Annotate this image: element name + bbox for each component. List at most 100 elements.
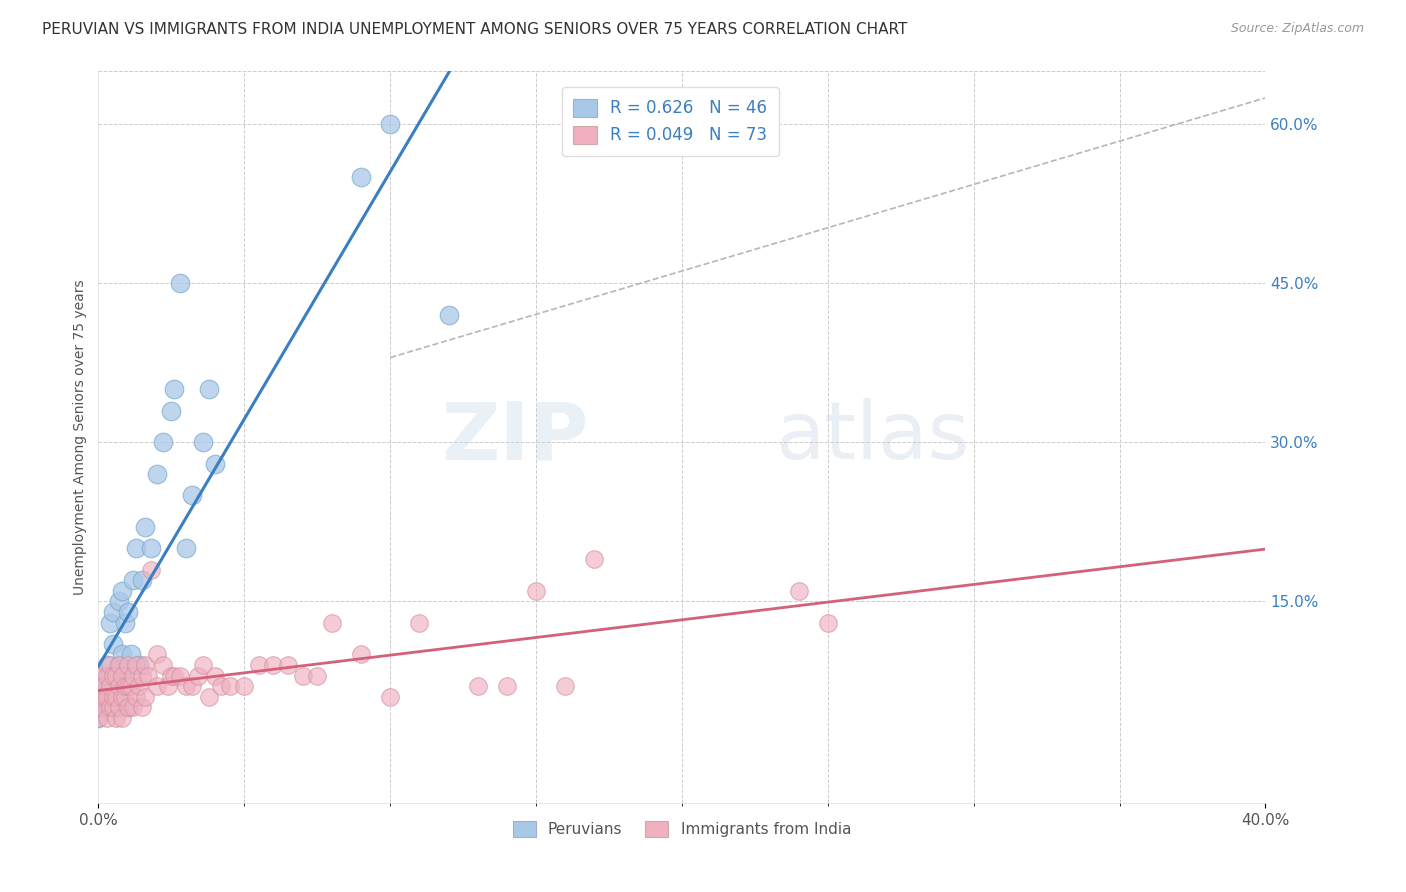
Point xyxy=(437,308,460,322)
Legend: Peruvians, Immigrants from India: Peruvians, Immigrants from India xyxy=(503,812,860,847)
Point xyxy=(262,658,284,673)
Point xyxy=(96,690,118,704)
Point xyxy=(117,605,139,619)
Point xyxy=(98,679,121,693)
Point xyxy=(111,668,134,682)
Point xyxy=(96,679,118,693)
Point xyxy=(524,583,547,598)
Point xyxy=(117,679,139,693)
Point xyxy=(111,648,134,662)
Point xyxy=(131,573,153,587)
Point xyxy=(87,668,110,682)
Point xyxy=(380,117,402,131)
Point xyxy=(101,605,124,619)
Point xyxy=(101,700,124,714)
Point xyxy=(128,679,150,693)
Point xyxy=(209,679,232,693)
Point xyxy=(169,668,191,682)
Point xyxy=(131,700,153,714)
Point xyxy=(117,700,139,714)
Point xyxy=(104,690,127,704)
Point xyxy=(380,690,402,704)
Point xyxy=(277,658,299,673)
Point xyxy=(114,690,136,704)
Point xyxy=(180,679,202,693)
Point xyxy=(467,679,489,693)
Point xyxy=(120,648,142,662)
Point xyxy=(111,690,134,704)
Point xyxy=(111,690,134,704)
Point xyxy=(160,403,183,417)
Point xyxy=(583,552,606,566)
Point xyxy=(174,541,197,556)
Point xyxy=(787,583,810,598)
Point xyxy=(93,690,115,704)
Point xyxy=(198,383,221,397)
Point xyxy=(114,615,136,630)
Point xyxy=(120,679,142,693)
Point xyxy=(108,658,131,673)
Point xyxy=(104,668,127,682)
Point xyxy=(146,679,169,693)
Point xyxy=(90,700,112,714)
Point xyxy=(104,700,127,714)
Point xyxy=(114,679,136,693)
Point xyxy=(139,541,162,556)
Point xyxy=(131,668,153,682)
Point xyxy=(98,668,121,682)
Point xyxy=(163,668,186,682)
Point xyxy=(125,541,148,556)
Point xyxy=(204,457,226,471)
Point xyxy=(350,170,373,185)
Point xyxy=(247,658,270,673)
Y-axis label: Unemployment Among Seniors over 75 years: Unemployment Among Seniors over 75 years xyxy=(73,279,87,595)
Point xyxy=(139,563,162,577)
Point xyxy=(350,648,373,662)
Point xyxy=(101,668,124,682)
Point xyxy=(136,668,159,682)
Point xyxy=(122,700,145,714)
Point xyxy=(108,658,131,673)
Point xyxy=(111,583,134,598)
Point xyxy=(93,679,115,693)
Point xyxy=(169,277,191,291)
Point xyxy=(96,711,118,725)
Point xyxy=(104,668,127,682)
Text: Source: ZipAtlas.com: Source: ZipAtlas.com xyxy=(1230,22,1364,36)
Point xyxy=(134,690,156,704)
Point xyxy=(554,679,576,693)
Point xyxy=(193,435,215,450)
Point xyxy=(111,711,134,725)
Point xyxy=(87,690,110,704)
Point xyxy=(817,615,839,630)
Point xyxy=(307,668,329,682)
Point xyxy=(96,658,118,673)
Point xyxy=(87,711,110,725)
Point xyxy=(187,668,209,682)
Point xyxy=(152,658,174,673)
Point xyxy=(218,679,240,693)
Point xyxy=(204,668,226,682)
Point xyxy=(117,700,139,714)
Point xyxy=(98,690,121,704)
Point xyxy=(101,637,124,651)
Point xyxy=(291,668,314,682)
Point xyxy=(163,383,186,397)
Point xyxy=(93,679,115,693)
Point xyxy=(98,658,121,673)
Point xyxy=(108,679,131,693)
Point xyxy=(233,679,256,693)
Point xyxy=(174,679,197,693)
Point xyxy=(134,520,156,534)
Point xyxy=(96,668,118,682)
Point xyxy=(108,594,131,608)
Text: PERUVIAN VS IMMIGRANTS FROM INDIA UNEMPLOYMENT AMONG SENIORS OVER 75 YEARS CORRE: PERUVIAN VS IMMIGRANTS FROM INDIA UNEMPL… xyxy=(42,22,907,37)
Point xyxy=(125,658,148,673)
Point xyxy=(496,679,519,693)
Point xyxy=(408,615,430,630)
Point xyxy=(146,648,169,662)
Point xyxy=(101,679,124,693)
Point xyxy=(122,573,145,587)
Point xyxy=(101,690,124,704)
Point xyxy=(128,658,150,673)
